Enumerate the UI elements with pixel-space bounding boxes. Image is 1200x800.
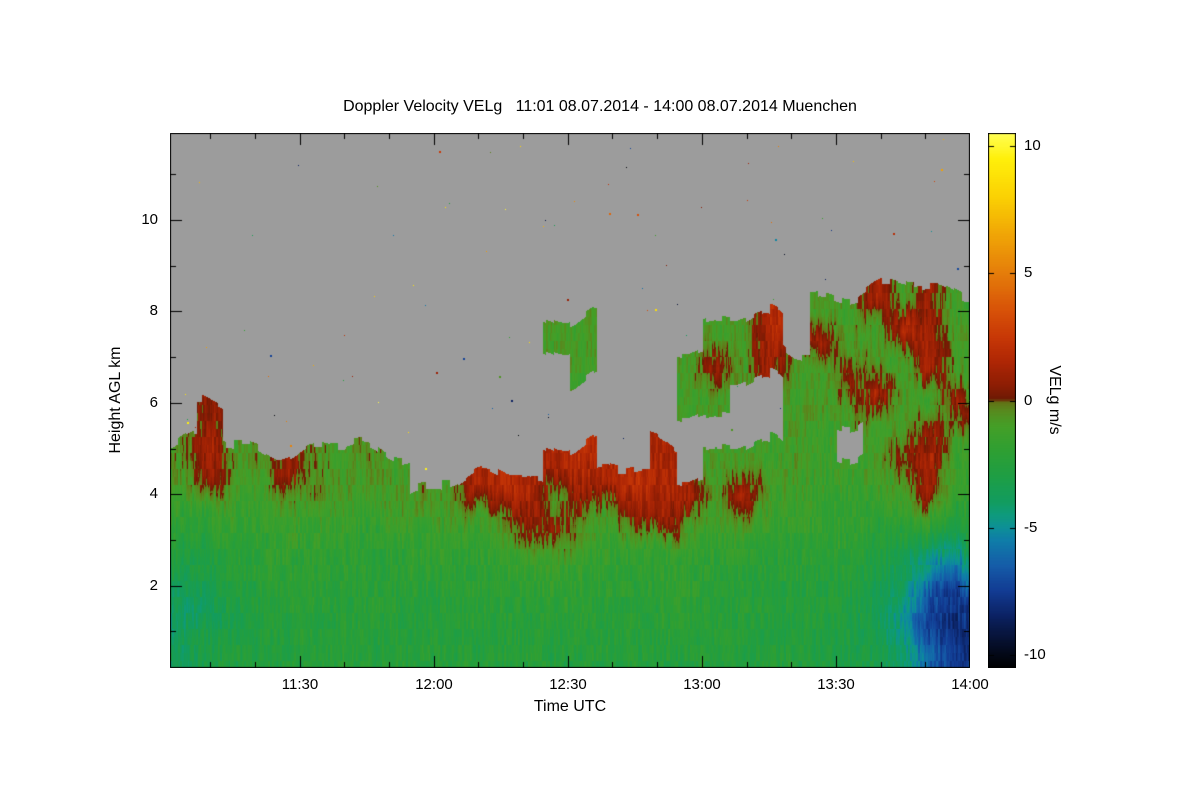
velocity-heatmap-canvas: [170, 133, 970, 668]
x-tick-label: 11:30: [281, 676, 319, 693]
y-tick-label: 8: [149, 302, 158, 319]
colorbar-tick-label: -5: [1024, 519, 1038, 536]
x-tick-label: 12:00: [415, 676, 453, 693]
y-tick-label: 2: [149, 577, 158, 594]
colorbar-tick-label: 10: [1024, 137, 1041, 154]
colorbar-tick-label: -10: [1024, 646, 1046, 663]
x-tick-label: 14:00: [951, 676, 989, 693]
y-tick-label: 4: [149, 485, 158, 502]
x-tick-label: 12:30: [549, 676, 587, 693]
colorbar-tick-label: 0: [1024, 392, 1033, 409]
x-tick-label: 13:00: [683, 676, 721, 693]
colorbar-canvas: [988, 133, 1016, 668]
x-axis-label: Time UTC: [533, 698, 607, 715]
y-tick-label: 6: [149, 394, 158, 411]
chart-title: Doppler Velocity VELg 11:01 08.07.2014 -…: [343, 98, 857, 115]
y-tick-label: 10: [141, 211, 158, 228]
colorbar-tick-label: 5: [1024, 264, 1033, 281]
x-tick-label: 13:30: [817, 676, 855, 693]
